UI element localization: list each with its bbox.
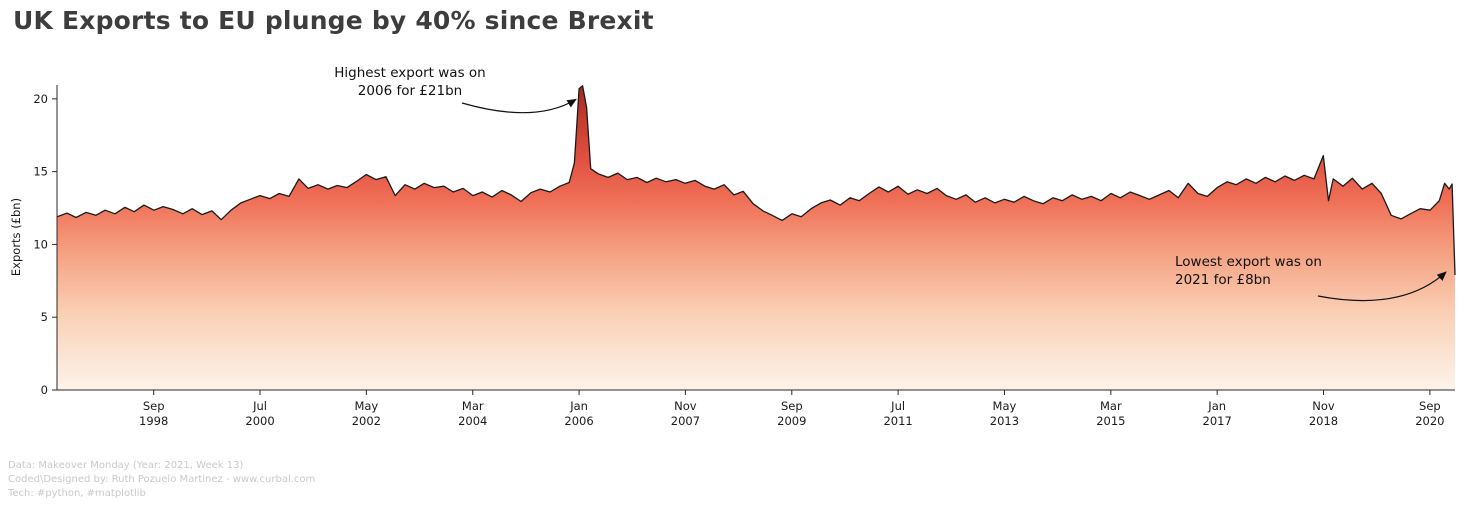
y-tick-label: 0 <box>41 383 48 397</box>
area-fill <box>57 85 1455 390</box>
x-tick-label-year: 2017 <box>1203 414 1232 428</box>
x-tick-label-year: 2006 <box>564 414 593 428</box>
annotation-arrow <box>1317 271 1447 302</box>
annotation-arrow <box>461 98 577 114</box>
annotation-highest-line-1: Highest export was on <box>334 65 486 81</box>
x-tick-label-month: Jul <box>890 399 905 413</box>
x-tick-label-year: 2013 <box>990 414 1019 428</box>
x-tick-label-month: Nov <box>674 399 697 413</box>
x-tick-label-month: May <box>354 399 378 413</box>
x-tick-label-year: 2009 <box>777 414 806 428</box>
x-tick-label-year: 2007 <box>671 414 700 428</box>
y-tick-label: 5 <box>41 310 48 324</box>
x-tick-label-year: 2020 <box>1415 414 1444 428</box>
x-tick-label-month: Jan <box>569 399 588 413</box>
x-tick-label-month: Jul <box>252 399 267 413</box>
x-tick-label-year: 2000 <box>245 414 274 428</box>
y-tick-label: 15 <box>33 165 48 179</box>
x-tick-label-year: 2004 <box>458 414 487 428</box>
x-tick-label-month: Sep <box>1419 399 1441 413</box>
y-tick-label: 20 <box>33 92 48 106</box>
annotation-lowest-export: Lowest export was on 2021 for £8bn <box>1175 253 1322 289</box>
credits-footer: Data: Makeover Monday (Year: 2021, Week … <box>8 459 315 501</box>
x-tick-label-month: Sep <box>781 399 803 413</box>
chart-title: UK Exports to EU plunge by 40% since Bre… <box>13 6 654 35</box>
data-line <box>56 85 1456 276</box>
x-tick-label-year: 2011 <box>883 414 912 428</box>
x-tick-label-month: Sep <box>143 399 165 413</box>
credit-tech: Tech: #python, #matplotlib <box>8 488 146 499</box>
x-tick-label-year: 2002 <box>352 414 381 428</box>
x-tick-label-month: Jan <box>1207 399 1226 413</box>
annotation-highest-line-2: 2006 for £21bn <box>357 83 463 100</box>
y-tick-label: 10 <box>33 237 48 251</box>
x-tick-label-month: Nov <box>1312 399 1335 413</box>
annotation-lowest-line-1: Lowest export was on <box>1175 254 1322 270</box>
credit-author: Coded\Designed by: Ruth Pozuelo Martinez… <box>8 474 316 485</box>
x-tick-label-year: 1998 <box>139 414 168 428</box>
x-tick-label-month: Mar <box>462 399 484 413</box>
x-tick-label-month: Mar <box>1100 399 1122 413</box>
x-tick-label-month: May <box>993 399 1017 413</box>
annotation-lowest-line-2: 2021 for £8bn <box>1175 272 1271 289</box>
credit-data-source: Data: Makeover Monday (Year: 2021, Week … <box>8 460 244 471</box>
annotation-highest-export: Highest export was on 2006 for £21bn <box>334 64 485 100</box>
x-tick-label-year: 2018 <box>1309 414 1338 428</box>
x-tick-label-year: 2015 <box>1096 414 1125 428</box>
